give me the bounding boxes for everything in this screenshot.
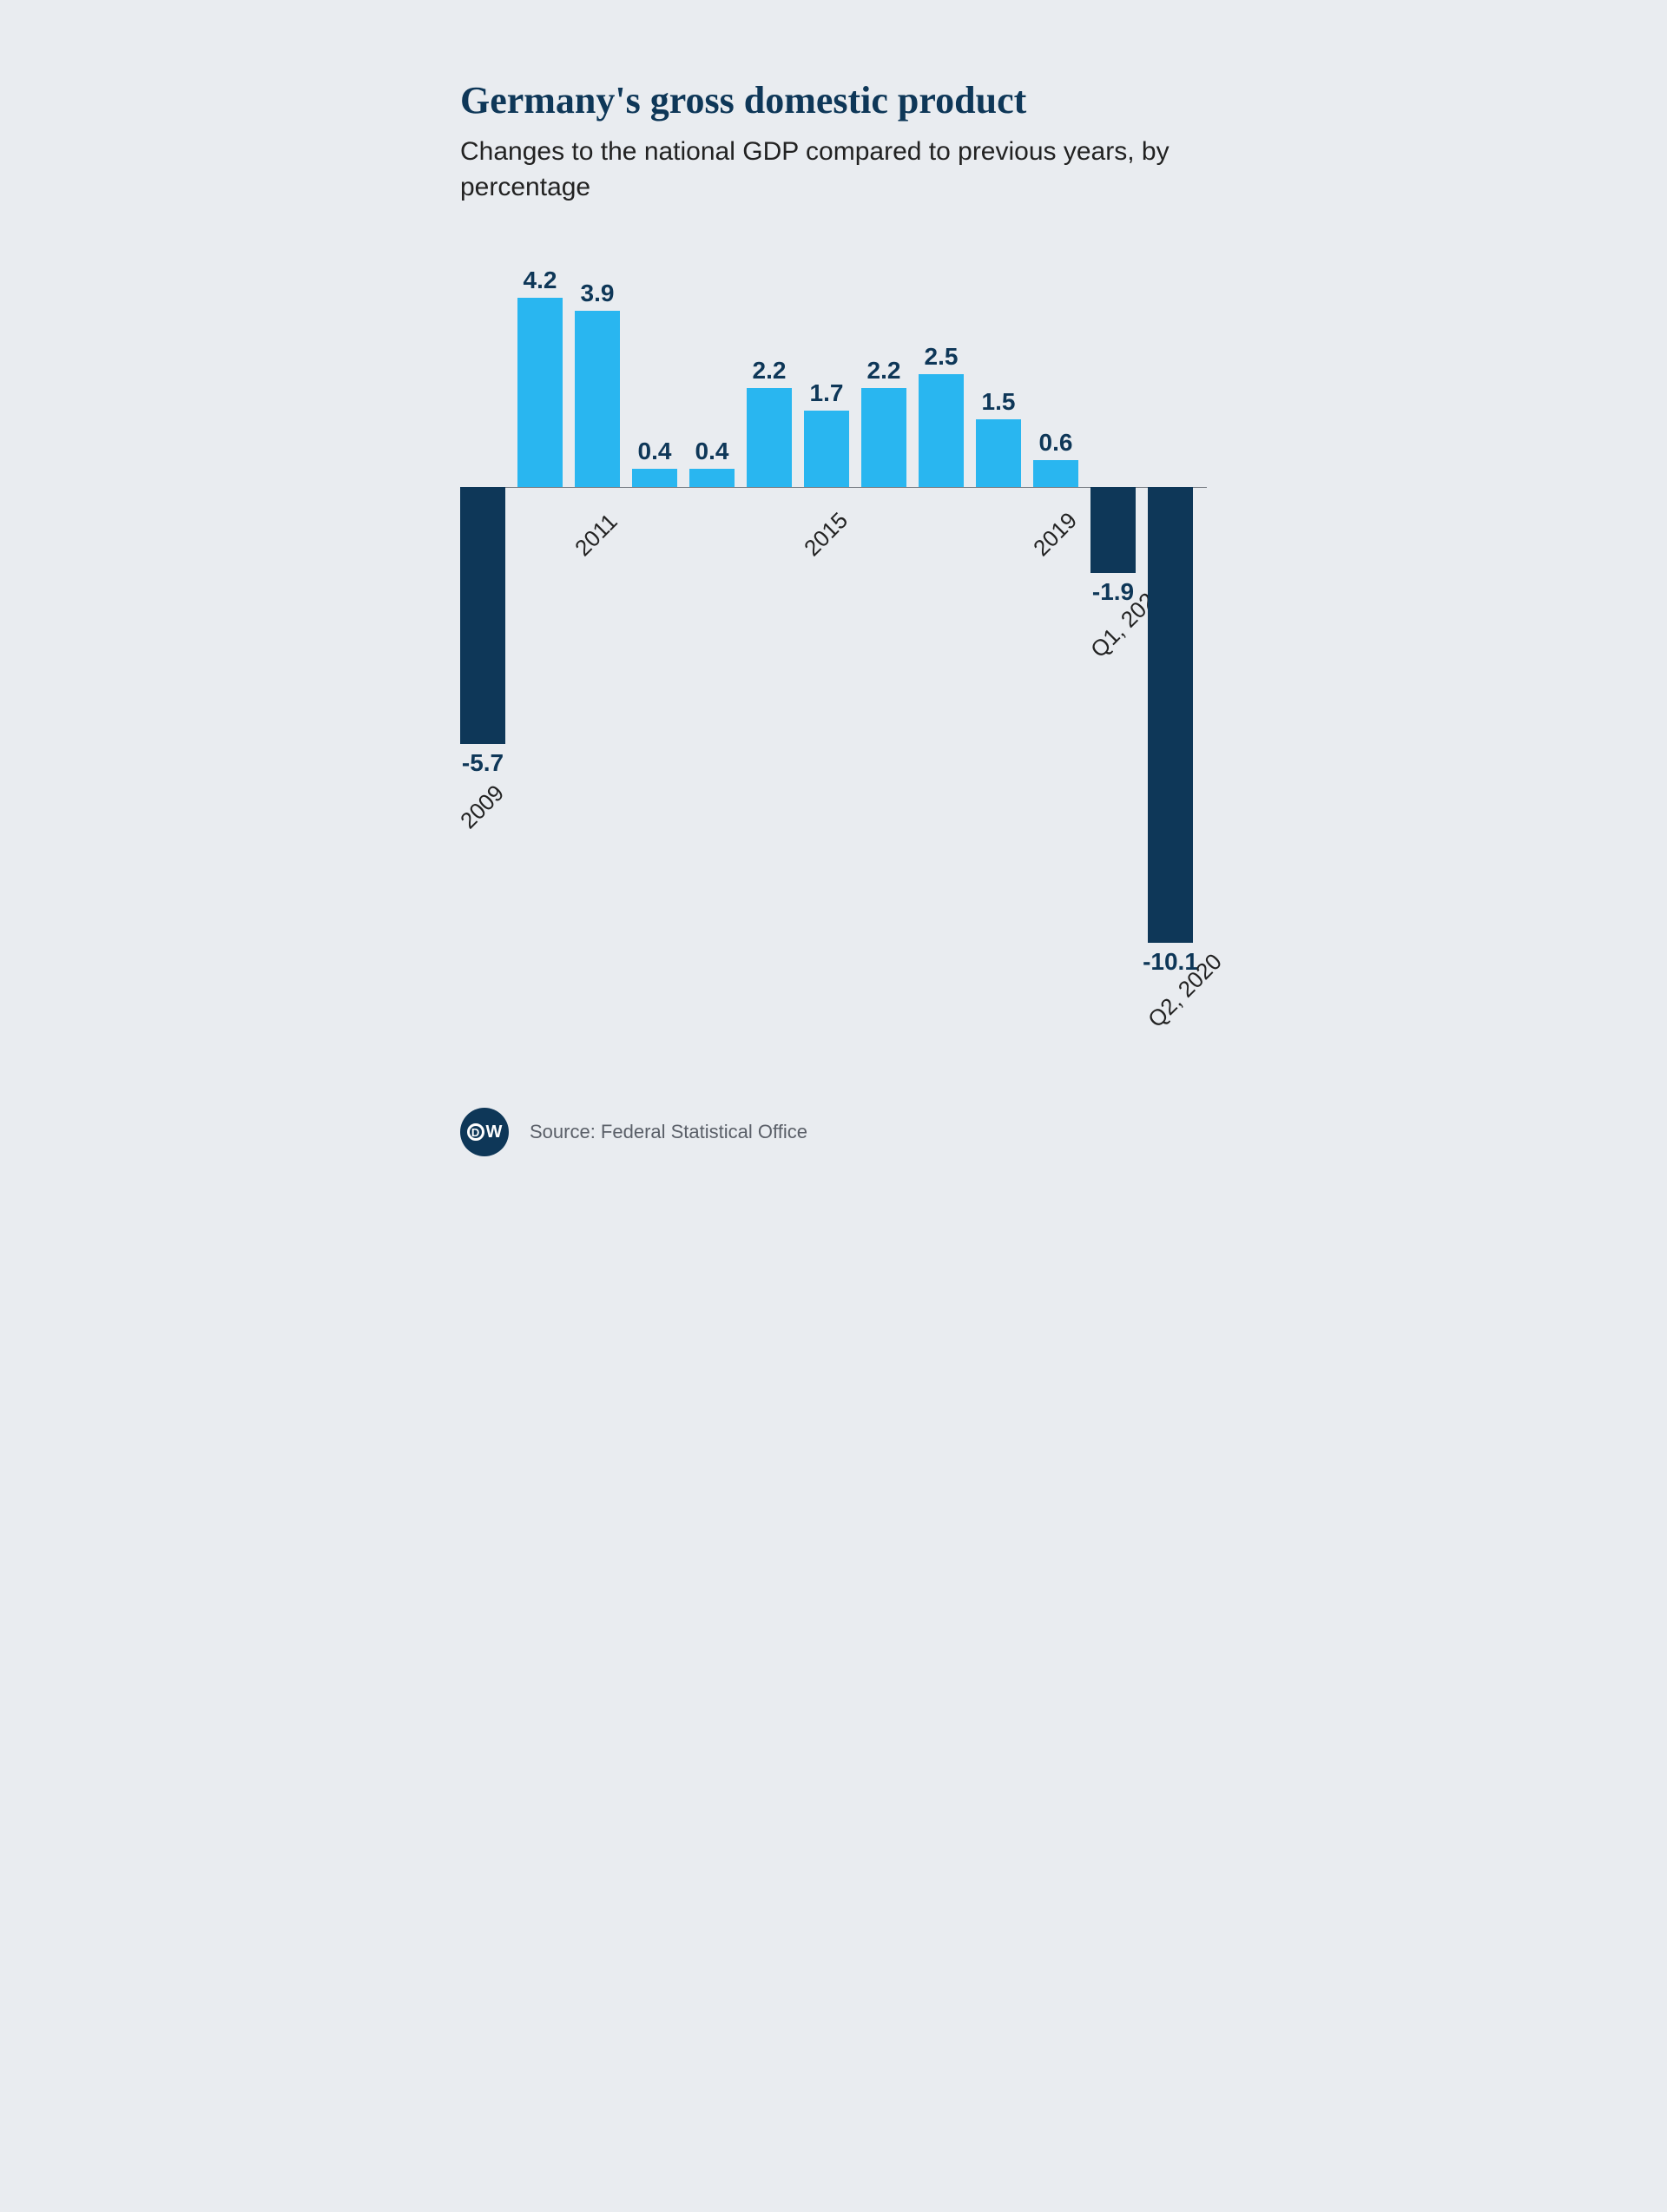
bar — [575, 311, 620, 487]
bar — [804, 411, 849, 487]
dw-logo-w: W — [486, 1122, 503, 1142]
bar — [976, 419, 1021, 487]
bar-value-label: 2.2 — [753, 357, 787, 385]
bar — [632, 469, 677, 487]
bar — [1033, 460, 1078, 487]
gdp-bar-chart: -5.720094.23.920110.40.42.21.720152.22.5… — [460, 257, 1207, 1021]
bar — [460, 487, 505, 744]
bar-value-label: 2.2 — [867, 357, 901, 385]
bar-value-label: 4.2 — [524, 267, 557, 294]
bar-value-label: 0.4 — [638, 438, 672, 465]
x-axis-label: 2019 — [1028, 507, 1083, 562]
bar — [517, 298, 563, 487]
dw-logo-d: D — [467, 1123, 484, 1141]
chart-footer: D W Source: Federal Statistical Office — [460, 1108, 1207, 1156]
x-axis-label: 2015 — [799, 507, 853, 562]
chart-card: Germany's gross domestic product Changes… — [408, 35, 1259, 1191]
x-axis-label: 2009 — [455, 780, 510, 834]
bar-value-label: 1.5 — [982, 388, 1016, 416]
x-axis-label: 2011 — [570, 508, 623, 561]
bar-value-label: 3.9 — [581, 280, 615, 307]
bar — [747, 388, 792, 487]
bar — [861, 388, 906, 487]
bar-value-label: 0.6 — [1039, 429, 1073, 457]
bar-value-label: 2.5 — [925, 343, 959, 371]
bar — [1148, 487, 1193, 943]
bar-value-label: 0.4 — [695, 438, 729, 465]
bar-value-label: -5.7 — [462, 749, 504, 777]
dw-logo: D W — [460, 1108, 509, 1156]
chart-title: Germany's gross domestic product — [460, 78, 1207, 122]
bar — [1090, 487, 1136, 573]
chart-subtitle: Changes to the national GDP compared to … — [460, 135, 1207, 205]
bar — [919, 374, 964, 487]
bar — [689, 469, 735, 487]
bar-value-label: 1.7 — [810, 379, 844, 407]
source-label: Source: Federal Statistical Office — [530, 1121, 807, 1143]
